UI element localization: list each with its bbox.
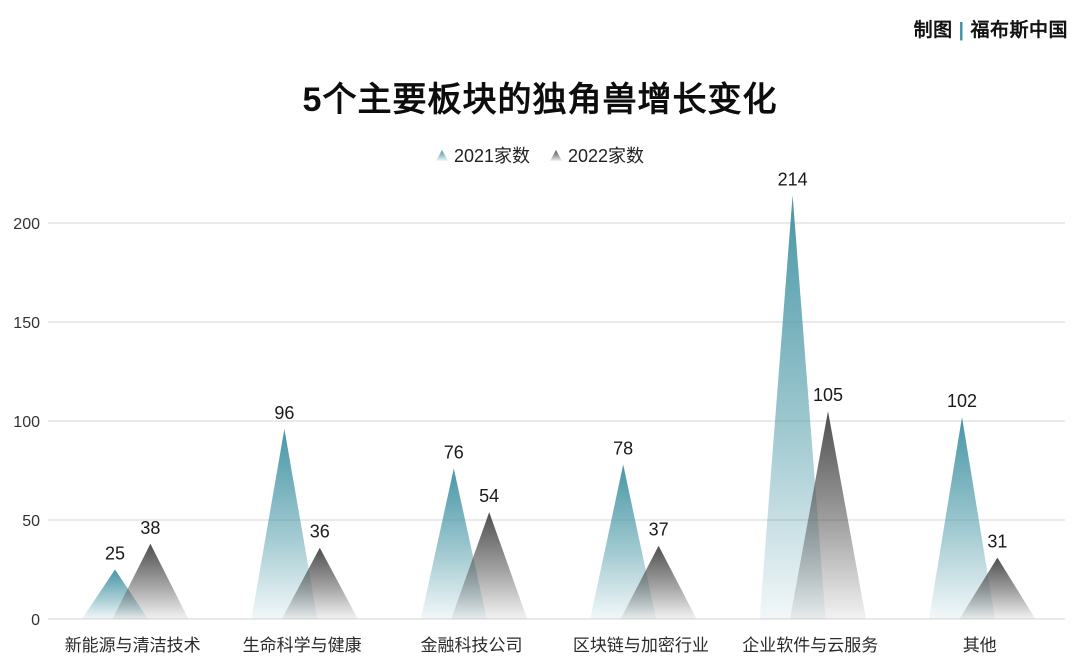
triangle-mark-2022 (281, 547, 358, 619)
value-label: 214 (778, 169, 808, 189)
triangle-mark-2022 (959, 557, 1036, 619)
chart-title: 5个主要板块的独角兽增长变化 (302, 81, 778, 119)
y-tick-label: 100 (13, 414, 40, 431)
legend-label-2021: 2021家数 (453, 146, 530, 166)
value-label: 54 (479, 486, 499, 506)
x-axis-label: 生命科学与健康 (243, 636, 362, 655)
x-axis-label: 其他 (963, 636, 997, 655)
legend-label-2022: 2022家数 (568, 146, 645, 166)
value-label: 37 (649, 520, 669, 540)
credit-prefix: 制图 (913, 20, 953, 41)
value-label: 31 (987, 532, 1007, 552)
chart-credit: 制图 | 福布斯中国 (914, 15, 1068, 42)
legend-item-2022: 2022家数 (550, 142, 644, 168)
value-label: 105 (813, 385, 843, 405)
credit-brand: 福布斯中国 (970, 20, 1068, 41)
triangle-icon (550, 149, 562, 161)
triangle-icon (435, 149, 448, 161)
value-label: 102 (947, 391, 977, 411)
credit-divider-icon: | (958, 20, 965, 41)
triangle-mark-2022 (790, 411, 866, 619)
value-label: 78 (613, 439, 633, 459)
y-tick-label: 50 (22, 513, 40, 530)
y-tick-label: 0 (31, 612, 40, 629)
x-axis-label: 金融科技公司 (421, 636, 523, 655)
triangle-mark-2022 (620, 545, 697, 619)
value-label: 25 (105, 544, 125, 564)
chart-legend: 2021家数 2022家数 (0, 142, 1080, 168)
legend-item-2021: 2021家数 (435, 142, 530, 168)
triangle-mark-2022 (112, 543, 189, 619)
value-label: 38 (140, 518, 160, 538)
value-label: 76 (444, 443, 464, 463)
triangle-mark-2021 (251, 428, 318, 619)
value-label: 96 (274, 403, 294, 423)
triangle-mark-2021 (590, 464, 657, 619)
value-label: 36 (310, 522, 330, 542)
triangle-mark-2021 (929, 417, 995, 619)
y-tick-label: 150 (13, 315, 40, 332)
x-axis-label: 企业软件与云服务 (742, 636, 878, 655)
y-tick-label: 200 (13, 216, 40, 233)
triangle-mark-2022 (451, 512, 528, 619)
x-axis-label: 新能源与清洁技术 (65, 636, 201, 655)
x-axis-label: 区块链与加密行业 (573, 636, 709, 655)
triangle-mark-2021 (759, 195, 826, 619)
